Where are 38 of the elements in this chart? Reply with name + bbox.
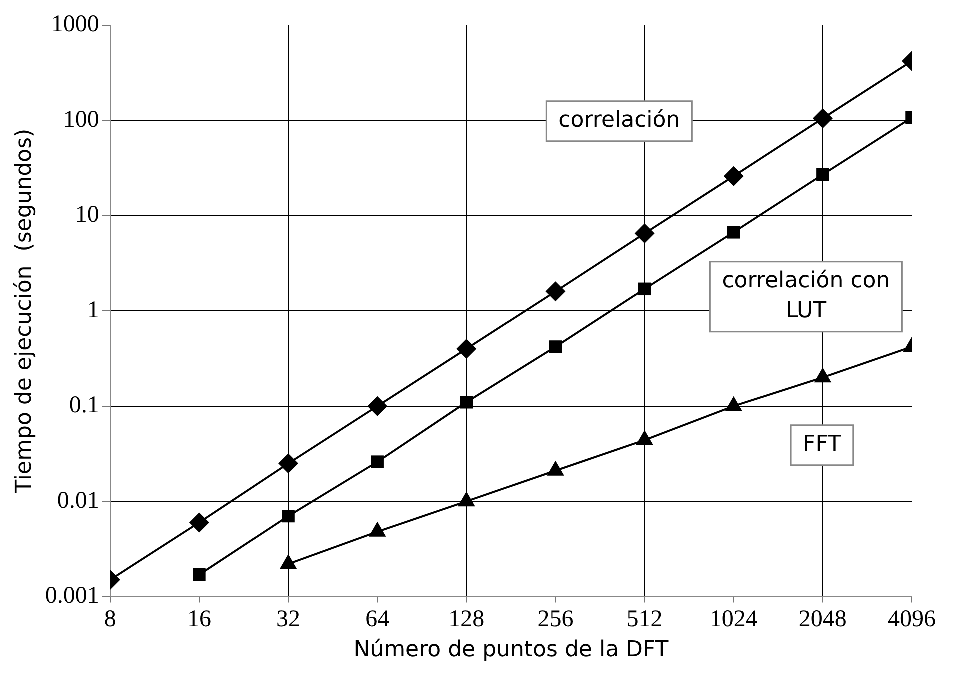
y-tick-label: 100: [63, 106, 100, 133]
point: [549, 340, 562, 354]
point: [460, 396, 474, 409]
y-tick-label: 0.1: [69, 392, 100, 419]
point: [456, 338, 477, 359]
point: [282, 510, 295, 523]
x-tick-label: 2048: [798, 606, 847, 632]
text: correlación: [558, 108, 680, 134]
y-tick-label: 10: [75, 202, 100, 228]
x-tick-label: 4096: [888, 606, 936, 632]
x-tick-label: 16: [187, 606, 212, 632]
x-tick-label: 512: [626, 606, 663, 632]
y-tick-label: 1: [87, 297, 100, 324]
point: [634, 224, 655, 244]
point: [193, 568, 206, 582]
point: [728, 226, 740, 239]
x-tick-label: 32: [276, 606, 301, 632]
series-label: correlación con LUT: [722, 268, 890, 324]
y-axis-title: Tiempo de ejecución (segundos): [12, 128, 37, 494]
point: [816, 168, 830, 182]
text: FFT: [803, 432, 842, 458]
point: [546, 282, 566, 302]
point: [368, 396, 388, 416]
x-tick-label: 8: [104, 606, 116, 632]
y-tick-label: 0.01: [57, 488, 100, 514]
point: [278, 454, 299, 474]
point: [638, 282, 652, 296]
y-tick-label: 0.001: [45, 583, 100, 610]
x-tick-label: 256: [538, 606, 574, 632]
x-axis-title: Número de puntos de la DFT: [354, 638, 670, 663]
x-tick-label: 128: [448, 606, 485, 632]
x-tick-label: 64: [366, 606, 390, 632]
point: [724, 166, 744, 186]
point: [812, 108, 833, 129]
x-tick-label: 1024: [710, 606, 758, 632]
point: [189, 512, 210, 533]
y-tick-label: 1000: [51, 12, 100, 38]
point: [371, 456, 384, 468]
